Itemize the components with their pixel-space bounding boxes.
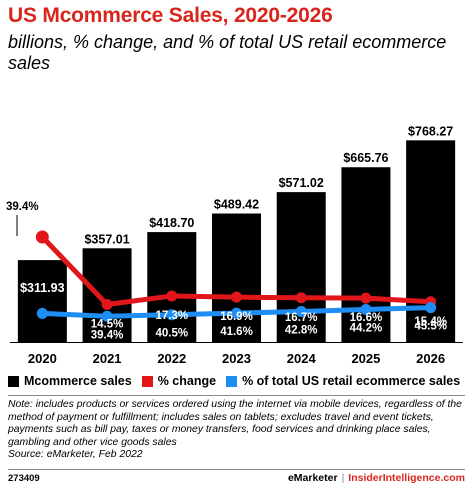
divider-top <box>8 395 465 396</box>
brand-emarketer: eMarketer <box>287 472 338 484</box>
bar-value-label: $665.76 <box>343 151 388 165</box>
legend-swatch-share <box>226 375 238 387</box>
chart-subtitle: billions, % change, and % of total US re… <box>8 32 447 73</box>
data-label-change: 16.6% <box>350 312 383 324</box>
x-tick-label: 2024 <box>287 351 317 366</box>
point-share-2025 <box>360 303 372 315</box>
chart-plot: $311.93 $357.01 $418.70 $489.42 $571.02 $665.… <box>6 124 463 366</box>
data-label-change: 15.4% <box>414 316 447 328</box>
data-label-change: 14.5% <box>91 319 124 331</box>
data-label-share: 44.2% <box>350 322 383 334</box>
data-label-change: 16.7% <box>285 312 318 324</box>
point-share-2026 <box>425 302 437 314</box>
brand-insider-intelligence: InsiderIntelligence.com <box>348 472 465 484</box>
bar-2020 <box>17 260 67 342</box>
bar-value-label: $418.70 <box>149 216 194 230</box>
x-tick-label: 2021 <box>93 351 122 366</box>
point-change-2020 <box>35 230 49 244</box>
chart-id: 273409 <box>8 473 40 484</box>
data-label-change: 16.9% <box>220 311 253 323</box>
bar-2024 <box>276 192 326 342</box>
data-label-share: 42.8% <box>285 324 318 336</box>
legend-item-mcommerce: Mcommerce sales <box>8 374 132 388</box>
divider-bottom <box>8 469 465 470</box>
legend-label-mcommerce: Mcommerce sales <box>24 374 132 388</box>
point-share-2024 <box>295 305 307 317</box>
data-label-share: 39.4% <box>91 329 124 341</box>
point-change-2024 <box>295 292 307 304</box>
legend-swatch-change <box>141 375 153 387</box>
x-tick-label: 2023 <box>222 351 251 366</box>
source-text: Source: eMarketer, Feb 2022 <box>8 449 143 461</box>
chart-note: Note: includes products or services orde… <box>8 399 466 462</box>
data-label-share: 41.6% <box>220 326 253 338</box>
footer: 273409 eMarketer | InsiderIntelligence.com <box>8 472 465 486</box>
point-change-2023 <box>231 291 242 303</box>
point-change-2021 <box>101 299 113 311</box>
note-text: Note: includes products or services orde… <box>8 399 462 448</box>
point-share-2022 <box>166 309 178 321</box>
data-label-share: 45.5% <box>414 321 447 333</box>
point-change-2022 <box>166 290 178 302</box>
bar-value-label: $768.27 <box>408 124 453 138</box>
point-change-2025 <box>360 292 372 304</box>
legend-item-change: % change <box>141 374 217 388</box>
bar-value-label: $311.93 <box>20 281 65 295</box>
chart-title: US Mcommerce Sales, 2020-2026 <box>8 4 333 27</box>
chart-legend: Mcommerce sales % change % of total US r… <box>8 373 470 389</box>
bar-2022 <box>147 232 197 342</box>
point-share-2021 <box>101 310 113 322</box>
bar-2023 <box>212 213 261 342</box>
x-tick-label: 2026 <box>416 351 445 366</box>
bar-value-label: $571.02 <box>279 176 324 190</box>
data-label-share: 40.5% <box>155 328 188 340</box>
legend-swatch-mcommerce <box>8 375 19 387</box>
x-tick-label: 2020 <box>28 351 57 366</box>
point-share-2023 <box>231 307 242 319</box>
bar-value-label: $357.01 <box>84 232 129 246</box>
point-share-2020 <box>36 307 48 319</box>
legend-label-share: % of total US retail ecommerce sales <box>242 374 461 388</box>
x-tick-label: 2022 <box>157 351 186 366</box>
brand-separator: | <box>341 472 345 484</box>
data-label-change: 39.4% <box>6 201 39 213</box>
bar-2021 <box>82 248 132 342</box>
bar-value-label: $489.42 <box>214 198 259 212</box>
data-label-change: 17.3% <box>155 310 188 322</box>
brand: eMarketer | InsiderIntelligence.com <box>288 472 465 484</box>
legend-item-share: % of total US retail ecommerce sales <box>226 374 460 388</box>
data-label-share: 41.4% <box>26 292 59 304</box>
legend-label-change: % change <box>157 374 217 388</box>
x-tick-label: 2025 <box>351 351 380 366</box>
